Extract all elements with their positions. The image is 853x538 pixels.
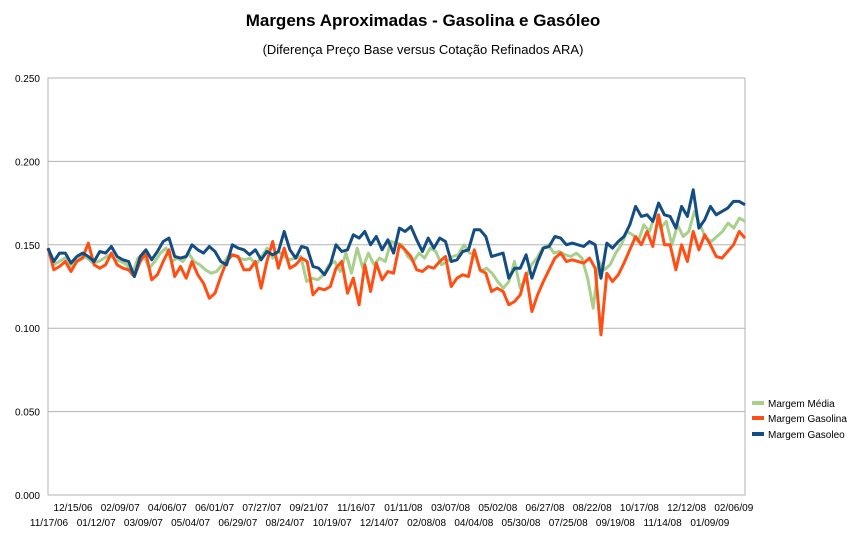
y-tick-label: 0.250 — [15, 74, 40, 85]
x-tick-label: 03/07/08 — [431, 503, 470, 514]
x-tick-label: 07/25/08 — [549, 518, 588, 529]
x-tick-label: 05/30/08 — [502, 518, 541, 529]
x-tick-label: 09/19/08 — [596, 518, 635, 529]
y-tick-label: 0.200 — [15, 157, 40, 168]
x-tick-label: 02/06/09 — [714, 503, 753, 514]
x-axis-ticks: 12/15/06 11/17/06 02/09/07 01/12/07 04/06/07… — [30, 503, 754, 529]
x-tick-label: 04/04/08 — [454, 518, 493, 529]
x-tick-label: 11/16/07 — [337, 503, 376, 514]
x-tick-label: 11/14/08 — [644, 518, 683, 529]
x-tick-label: 02/09/07 — [101, 503, 140, 514]
x-tick-label: 12/12/08 — [667, 503, 706, 514]
series-line-2 — [46, 213, 747, 337]
x-tick-label: 02/08/08 — [407, 518, 446, 529]
x-tick-label: 07/27/07 — [242, 503, 281, 514]
series-lines — [46, 188, 747, 337]
legend-label: Margem Gasoleo — [768, 430, 845, 441]
legend-label: Margem Média — [768, 399, 835, 410]
x-tick-label: 11/17/06 — [30, 518, 69, 529]
x-tick-label: 06/29/07 — [218, 518, 257, 529]
x-tick-label: 01/12/07 — [77, 518, 116, 529]
x-tick-label: 04/06/07 — [148, 503, 187, 514]
x-tick-label: 10/17/08 — [620, 503, 659, 514]
x-tick-label: 10/19/07 — [313, 518, 352, 529]
x-tick-label: 01/11/08 — [384, 503, 423, 514]
legend: Margem Média Margem Gasolina Margem Gasole… — [752, 399, 847, 441]
chart-subtitle: (Diferença Preço Base versus Cotação Ref… — [263, 42, 584, 57]
x-tick-label: 03/09/07 — [124, 518, 163, 529]
x-tick-label: 06/27/08 — [526, 503, 565, 514]
y-tick-label: 0.100 — [15, 324, 40, 335]
x-tick-label: 01/09/09 — [690, 518, 729, 529]
y-tick-label: 0.150 — [15, 241, 40, 252]
y-tick-label: 0.050 — [15, 408, 40, 419]
x-tick-label: 12/14/07 — [360, 518, 399, 529]
x-tick-label: 09/21/07 — [290, 503, 329, 514]
y-axis-ticks: 0.000 0.050 0.100 0.150 0.200 0.250 — [15, 74, 40, 502]
chart-title: Margens Aproximadas - Gasolina e Gasóleo — [246, 11, 601, 30]
series-line-3 — [46, 188, 746, 280]
x-tick-label: 08/22/08 — [573, 503, 612, 514]
plot-area — [47, 77, 746, 496]
y-tick-label: 0.000 — [15, 491, 40, 502]
x-tick-label: 06/01/07 — [195, 503, 234, 514]
x-tick-label: 05/04/07 — [171, 518, 210, 529]
legend-label: Margem Gasolina — [768, 414, 847, 425]
x-tick-label: 12/15/06 — [54, 503, 93, 514]
x-tick-label: 05/02/08 — [478, 503, 517, 514]
grid — [48, 77, 745, 496]
x-tick-label: 08/24/07 — [266, 518, 305, 529]
